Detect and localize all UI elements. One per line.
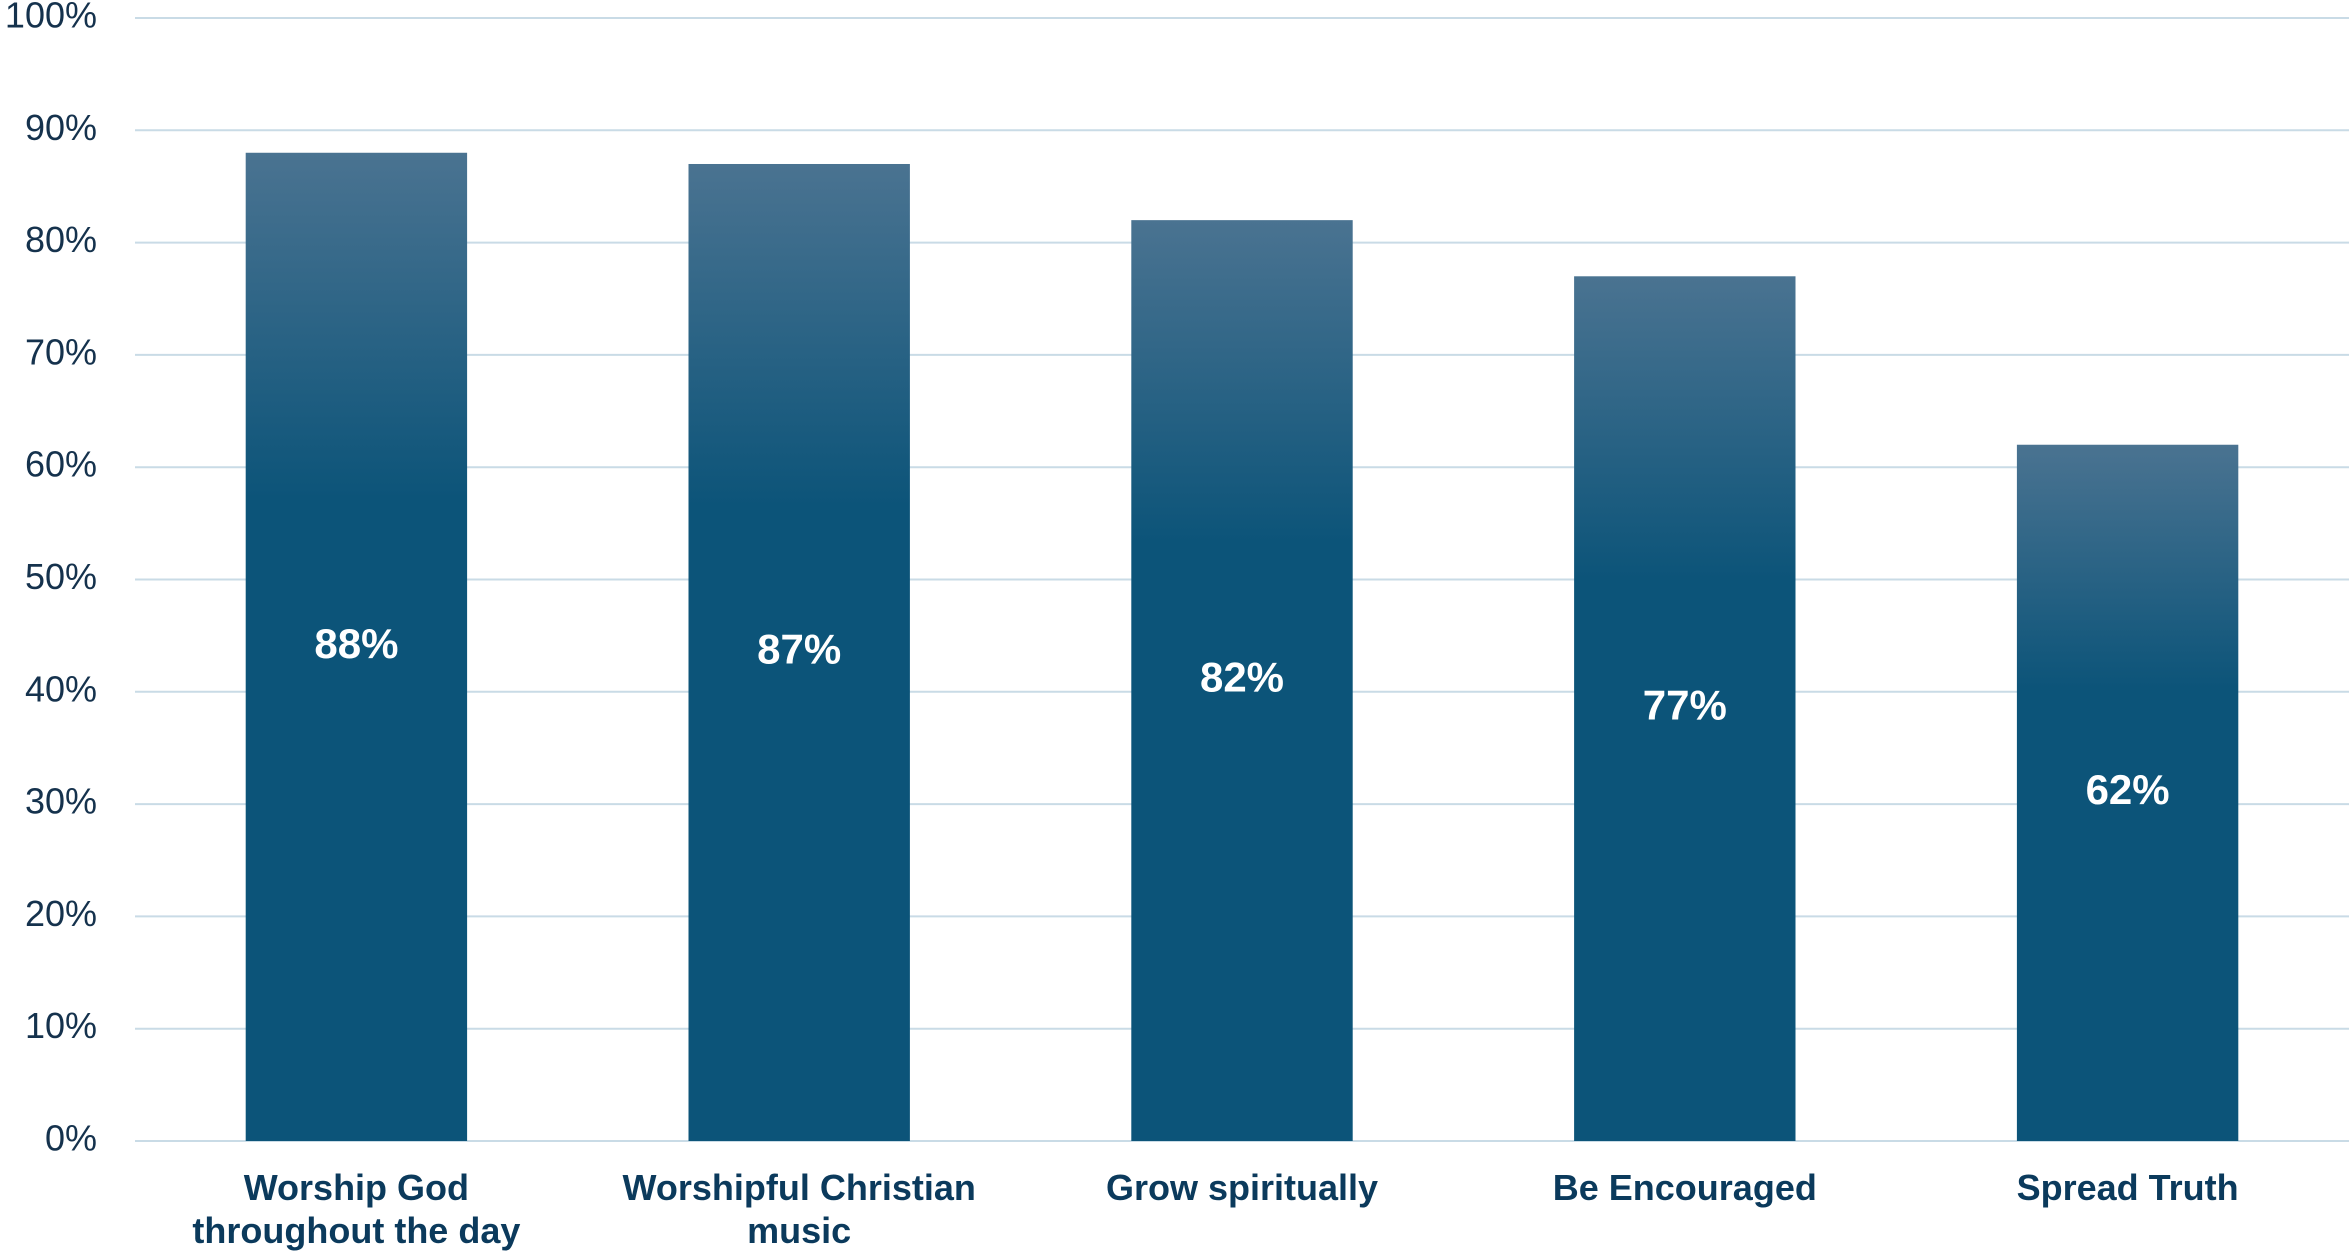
x-tick-label: Worshipful Christian music [622, 1167, 976, 1251]
x-tick-label: Grow spiritually [1105, 1167, 1379, 1208]
value-label: 62% [2086, 766, 2170, 813]
value-label: 82% [1200, 654, 1284, 701]
y-tick-label: 30% [25, 781, 97, 822]
y-tick-label: 90% [25, 107, 97, 148]
x-tick-label: Worship God throughout the day [192, 1167, 521, 1251]
bar [1131, 220, 1353, 1141]
bar [1574, 276, 1796, 1141]
y-tick-label: 100% [5, 0, 97, 36]
bar [245, 152, 468, 1141]
value-label: 88% [314, 620, 398, 667]
y-tick-label: 80% [25, 219, 97, 260]
y-tick-label: 60% [25, 444, 97, 485]
value-label: 77% [1643, 682, 1727, 729]
y-tick-label: 70% [25, 331, 97, 372]
y-tick-label: 0% [45, 1118, 97, 1159]
y-tick-label: 20% [25, 893, 97, 934]
x-tick-label: Be Encouraged [1552, 1167, 1817, 1208]
bar [688, 163, 910, 1142]
y-tick-label: 40% [25, 668, 97, 709]
x-tick-label: Spread Truth [2016, 1167, 2239, 1208]
y-tick-label: 50% [25, 556, 97, 597]
value-label: 87% [757, 626, 841, 673]
bar [2016, 444, 2239, 1141]
y-tick-label: 10% [25, 1005, 97, 1046]
